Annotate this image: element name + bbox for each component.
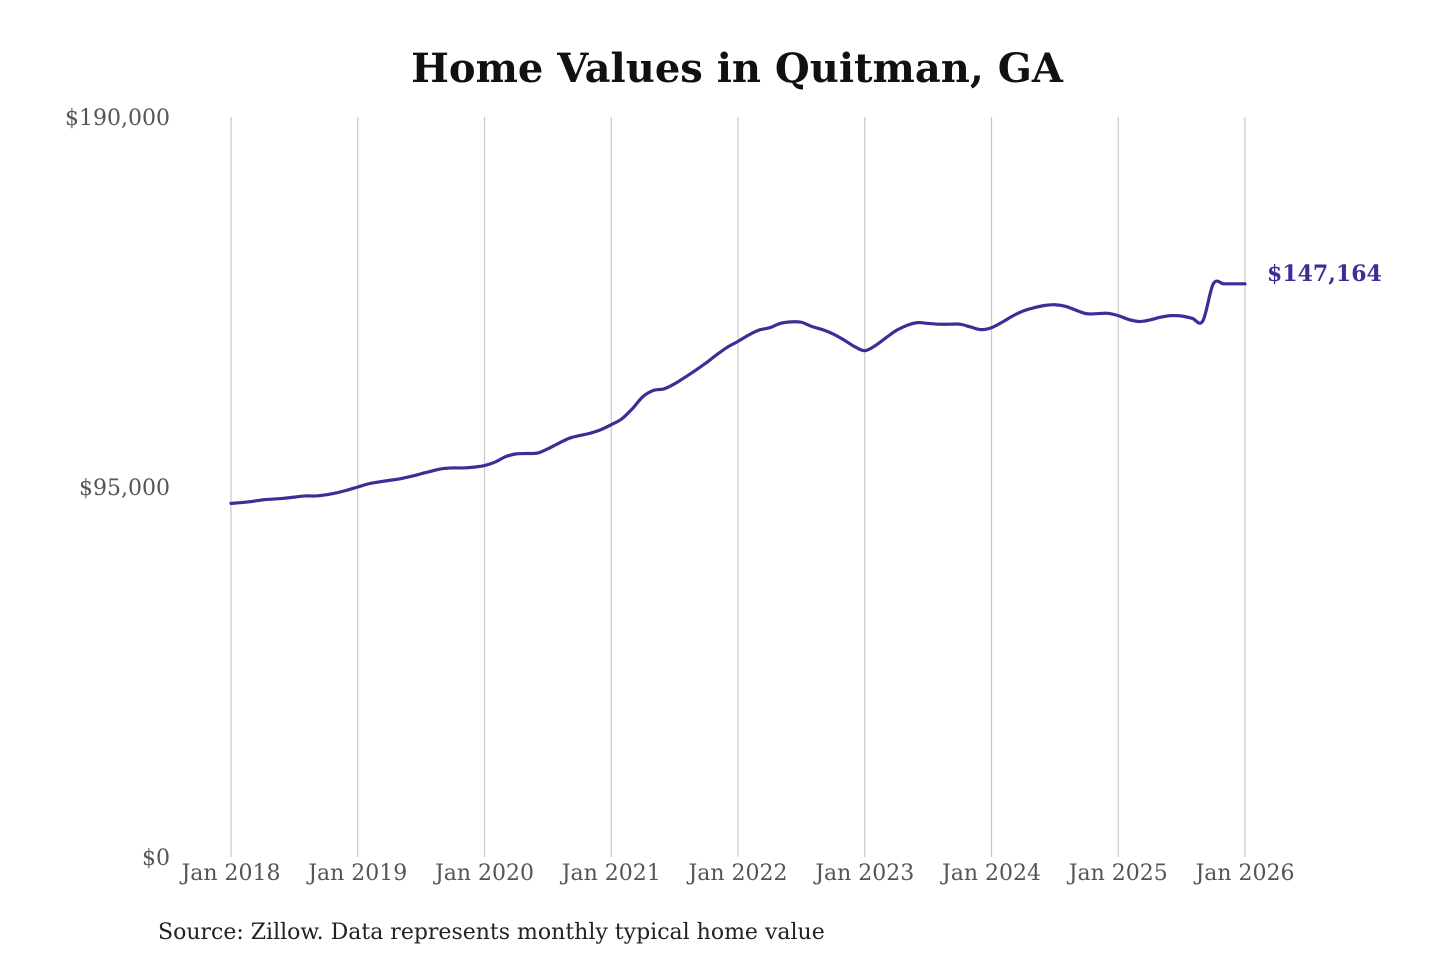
x-axis-ticks: Jan 2018 Jan 2019 Jan 2020 Jan 2021 Jan 2022… — [179, 861, 1294, 886]
home-value-line — [229, 279, 1247, 505]
source-note: Source: Zillow. Data represents monthly … — [158, 920, 825, 945]
series-layer — [229, 279, 1247, 505]
x-tick-label: Jan 2019 — [306, 861, 407, 886]
y-axis-ticks: $0 $95,000 $190,000 — [65, 106, 170, 871]
x-tick-label: Jan 2021 — [560, 861, 661, 886]
gridlines — [230, 117, 1246, 857]
y-tick-label: $190,000 — [65, 106, 170, 131]
x-tick-label: Jan 2026 — [1193, 861, 1294, 886]
y-tick-label: $95,000 — [79, 476, 170, 501]
end-value-label: $147,164 — [1267, 261, 1382, 287]
chart-title: Home Values in Quitman, GA — [411, 45, 1064, 92]
x-tick-label: Jan 2022 — [686, 861, 787, 886]
y-tick-label: $0 — [142, 846, 170, 871]
x-tick-label: Jan 2025 — [1067, 861, 1168, 886]
x-tick-label: Jan 2018 — [179, 861, 280, 886]
x-tick-label: Jan 2020 — [433, 861, 534, 886]
x-tick-label: Jan 2024 — [940, 861, 1041, 886]
x-tick-label: Jan 2023 — [813, 861, 914, 886]
